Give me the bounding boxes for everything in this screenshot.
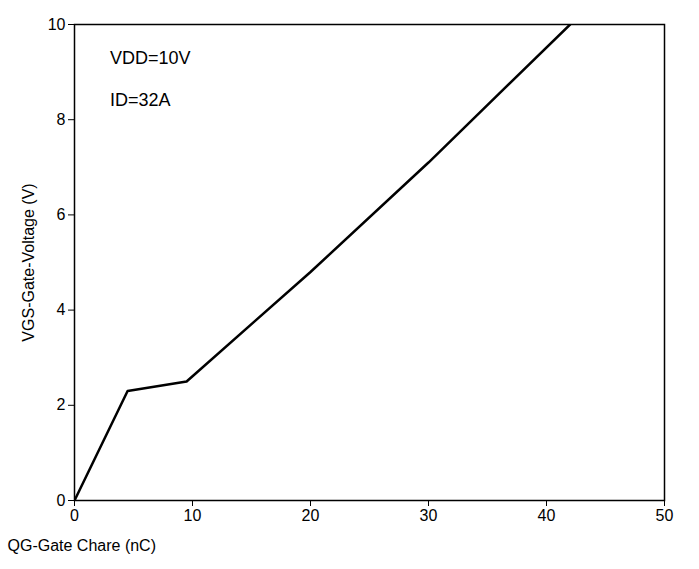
svg-text:50: 50 <box>656 507 674 524</box>
svg-text:ID=32A: ID=32A <box>110 90 171 110</box>
svg-text:4: 4 <box>57 301 66 318</box>
svg-text:8: 8 <box>57 111 66 128</box>
svg-text:20: 20 <box>302 507 320 524</box>
svg-text:6: 6 <box>57 206 66 223</box>
svg-text:10: 10 <box>184 507 202 524</box>
svg-text:30: 30 <box>420 507 438 524</box>
svg-text:QG-Gate Chare (nC): QG-Gate Chare (nC) <box>8 537 156 554</box>
svg-text:0: 0 <box>70 507 79 524</box>
svg-text:2: 2 <box>57 396 66 413</box>
svg-text:0: 0 <box>57 492 66 509</box>
svg-text:40: 40 <box>538 507 556 524</box>
svg-text:VGS-Gate-Voltage (V): VGS-Gate-Voltage (V) <box>20 183 37 341</box>
svg-text:VDD=10V: VDD=10V <box>110 48 191 68</box>
svg-text:10: 10 <box>48 16 66 33</box>
